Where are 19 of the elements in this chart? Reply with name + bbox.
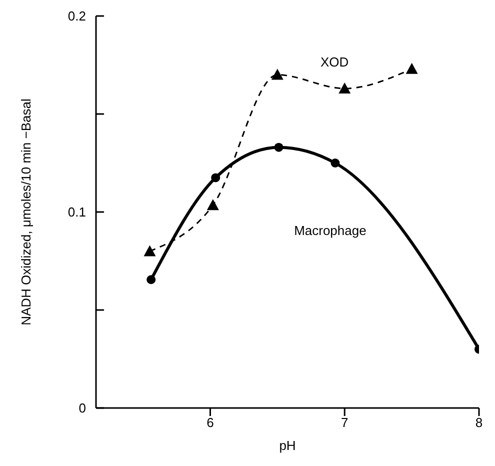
series-label: XOD	[320, 54, 349, 70]
x-tick-label: 6	[206, 415, 214, 430]
point	[338, 82, 351, 94]
point	[146, 275, 156, 284]
point	[274, 142, 284, 152]
point	[211, 173, 220, 182]
point	[406, 62, 418, 74]
y-axis-title: NADH Oxidized, μmoles/10 min −Basal	[18, 98, 34, 326]
y-tick-label: 0.1	[68, 204, 86, 220]
x-axis-title: pH	[279, 438, 296, 453]
series-label: Macrophage	[294, 223, 366, 238]
y-tick-label: 0	[78, 400, 86, 416]
point	[330, 158, 340, 168]
point	[206, 199, 219, 210]
x-tick-label: 7	[340, 415, 348, 430]
point	[271, 68, 284, 80]
y-tick-label: 0.2	[68, 8, 86, 24]
point	[144, 245, 156, 256]
x-tick-label: 8	[475, 415, 483, 430]
